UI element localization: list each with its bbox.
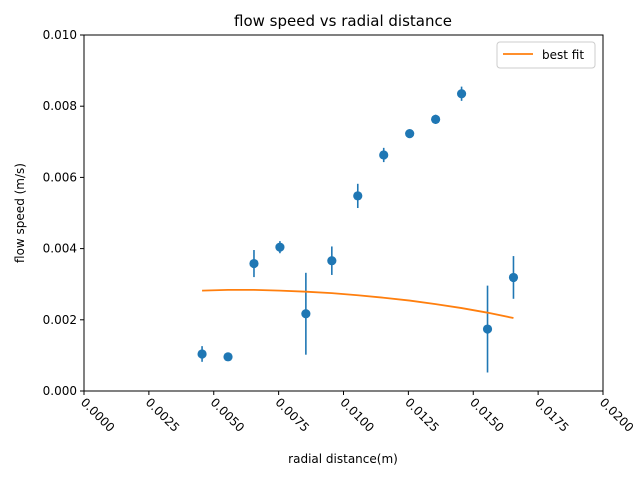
data-marker — [301, 309, 311, 319]
data-point — [275, 241, 285, 254]
data-marker — [223, 352, 233, 362]
legend-box — [496, 41, 596, 69]
data-marker — [431, 114, 441, 124]
data-point — [456, 86, 467, 101]
y-tick-label: 0.004 — [43, 242, 77, 256]
data-marker — [508, 272, 519, 283]
y-axis-label: flow speed (m/s) — [13, 163, 27, 263]
data-marker — [482, 324, 493, 334]
data-marker — [197, 349, 207, 359]
y-tick-label: 0.002 — [43, 313, 77, 327]
legend: best fit — [496, 41, 596, 69]
data-point — [482, 285, 493, 373]
data-point — [379, 147, 389, 163]
data-marker — [405, 129, 415, 139]
y-tick-label: 0.010 — [43, 28, 77, 42]
best-fit-line — [202, 288, 514, 319]
data-point — [431, 114, 441, 124]
data-marker — [456, 89, 467, 99]
data-marker — [379, 150, 389, 160]
data-point — [249, 250, 259, 278]
series-layer — [197, 86, 519, 373]
y-axis-ticks: 0.000 0.002 0.004 0.006 0.008 0.010 — [43, 28, 84, 398]
y-tick-label: 0.008 — [43, 99, 77, 113]
data-point — [353, 183, 363, 209]
axes-frame — [83, 34, 604, 392]
data-point — [197, 346, 207, 362]
legend-label-best-fit: best fit — [542, 48, 584, 62]
data-point — [405, 129, 415, 139]
data-point — [508, 256, 519, 299]
data-marker — [327, 256, 337, 266]
data-marker — [353, 191, 363, 201]
chart-title: flow speed vs radial distance — [234, 12, 452, 30]
data-point — [327, 246, 337, 275]
data-point — [301, 272, 311, 355]
data-point — [223, 352, 233, 362]
x-axis-label: radial distance(m) — [288, 452, 398, 466]
y-tick-label: 0.000 — [43, 384, 77, 398]
data-marker — [249, 258, 259, 269]
y-tick-label: 0.006 — [43, 170, 77, 184]
data-marker — [275, 242, 285, 252]
